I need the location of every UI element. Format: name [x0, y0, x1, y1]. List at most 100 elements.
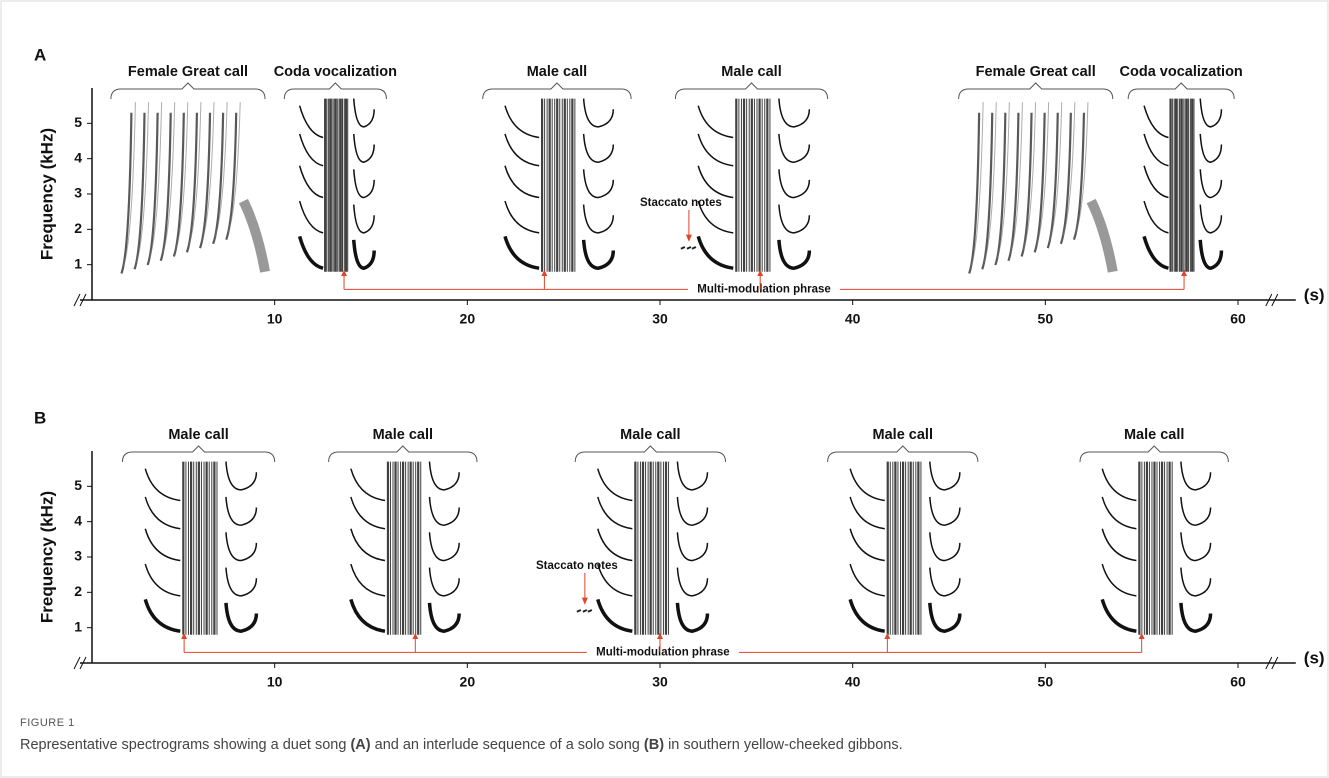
spectrogram-harmonic	[1143, 133, 1169, 167]
spectrogram-harmonic	[849, 468, 885, 502]
spectrogram-streak	[1020, 112, 1033, 257]
spectrogram-streak	[188, 102, 202, 246]
x-tick-label: 40	[845, 311, 861, 327]
spectrogram-harmonic	[225, 461, 258, 491]
spectrogram-streak	[120, 112, 133, 274]
spectrogram-harmonic	[225, 532, 258, 562]
axis-break	[1265, 293, 1279, 307]
caption-part: in southern yellow-cheeked gibbons.	[664, 737, 903, 753]
caption-part: and an interlude sequence of a solo song	[371, 737, 644, 753]
spectrogram-harmonic	[1100, 598, 1137, 633]
spectrogram-streak	[212, 112, 225, 245]
y-tick-label: 2	[74, 220, 82, 236]
spectrogram-harmonic	[350, 563, 386, 597]
spectrogram-streak	[1009, 102, 1023, 254]
call-bracket	[958, 82, 1114, 100]
panel-label: A	[34, 45, 46, 64]
spectrogram-harmonic	[1142, 235, 1169, 270]
spectrogram-harmonic	[597, 528, 633, 562]
staccato-arrowhead	[685, 234, 692, 242]
spectrogram-harmonic	[676, 567, 709, 597]
spectrogram-streak	[1075, 102, 1089, 233]
call-bracket	[283, 82, 387, 100]
spectrogram-harmonic	[1143, 165, 1169, 199]
spectrogram-harmonic	[1101, 563, 1137, 597]
staccato-note	[587, 609, 593, 613]
spectrogram-harmonic	[352, 169, 375, 199]
spectrogram-harmonic	[298, 200, 324, 234]
call-label: Male call	[620, 427, 680, 443]
spectrogram-streak	[185, 112, 199, 253]
spectrogram-harmonic	[144, 468, 181, 502]
spectrogram-harmonic	[1199, 204, 1223, 234]
y-tick-label: 4	[74, 512, 82, 528]
spectrogram-harmonic	[928, 602, 962, 633]
phrase-arrowhead	[1138, 632, 1145, 639]
spectrogram-harmonic	[597, 468, 633, 502]
spectrogram-harmonic	[298, 105, 324, 139]
caption-part: Representative spectrograms showing a du…	[20, 737, 350, 753]
staccato-label: Staccato notes	[536, 560, 618, 572]
spectrogram-harmonic	[848, 598, 886, 633]
spectrogram-harmonic	[1199, 98, 1223, 128]
call-bracket	[110, 82, 266, 100]
phrase-arrowhead	[341, 269, 348, 276]
call-bracket	[674, 82, 829, 100]
spectrogram-streak	[1046, 112, 1059, 249]
call-bracket	[574, 445, 727, 463]
spectrogram-harmonic	[596, 598, 633, 633]
spectrogram-harmonic	[1198, 239, 1224, 270]
spectrogram-harmonic	[778, 204, 811, 234]
y-tick-label: 3	[74, 548, 82, 564]
spectrogram-harmonic	[597, 563, 633, 597]
spectrogram	[696, 98, 812, 272]
spectrogram-streak	[1007, 112, 1020, 262]
y-tick-label: 2	[74, 583, 82, 599]
spectrogram-streak	[981, 112, 994, 270]
spectrogram-harmonic	[350, 528, 386, 562]
staccato-note	[576, 609, 582, 613]
panel-label: B	[34, 408, 46, 427]
spectrogram-streak	[159, 112, 172, 262]
x-tick-label: 60	[1230, 674, 1246, 690]
x-tick-label: 30	[652, 311, 668, 327]
spectrogram-harmonic	[297, 235, 324, 270]
spectrogram	[503, 98, 616, 272]
spectrogram-harmonic	[144, 528, 181, 562]
axis-break	[1265, 656, 1279, 670]
spectrogram-harmonic	[1101, 496, 1137, 530]
spectrogram-streak	[133, 112, 146, 270]
spectrogram	[848, 461, 962, 635]
phrase-arrowhead	[657, 632, 663, 639]
spectrogram-harmonic	[777, 239, 812, 270]
call-label: Male call	[873, 427, 933, 443]
spectrogram-harmonic	[352, 204, 375, 234]
spectrogram-tail	[238, 198, 270, 273]
spectrogram-harmonic	[778, 133, 811, 163]
spectrogram-streak	[1023, 102, 1037, 250]
spectrogram	[297, 98, 376, 272]
spectrogram-harmonic	[582, 98, 615, 128]
spectrogram-streak	[1036, 102, 1050, 246]
y-tick-label: 4	[74, 149, 82, 165]
spectrogram-harmonic	[697, 165, 734, 199]
caption-part: (B)	[644, 737, 664, 753]
spectrogram-streak	[136, 102, 149, 263]
spectrogram-harmonic	[582, 133, 615, 163]
call-label: Male call	[721, 64, 781, 80]
phrase-label: Multi-modulation phrase	[596, 646, 730, 658]
spectrogram-streak	[1033, 112, 1046, 253]
spectrogram-harmonic	[582, 204, 615, 234]
spectrogram-harmonic	[1199, 169, 1223, 199]
spectrogram-harmonic	[697, 105, 734, 139]
call-label: Male call	[373, 427, 433, 443]
spectrogram-harmonic	[676, 496, 709, 526]
spectrogram-streak	[122, 102, 136, 267]
spectrogram-harmonic	[1101, 468, 1137, 502]
spectrogram-harmonic	[778, 169, 811, 199]
spectrogram-harmonic	[352, 98, 375, 128]
spectrogram-harmonic	[350, 468, 386, 502]
staccato-label: Staccato notes	[640, 197, 722, 209]
